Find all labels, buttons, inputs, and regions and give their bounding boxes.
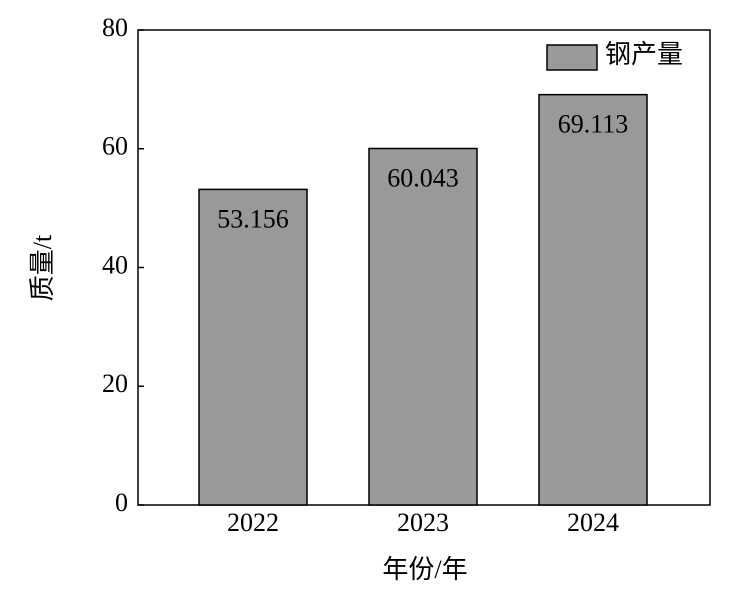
x-axis-label: 年份/年: [382, 555, 467, 584]
x-tick-label: 2024: [567, 508, 619, 537]
value-label: 53.156: [217, 204, 289, 233]
y-tick-label: 60: [102, 132, 128, 161]
value-label: 69.113: [558, 110, 629, 139]
legend-label: 钢产量: [605, 40, 683, 69]
x-tick-label: 2023: [397, 508, 449, 537]
bar: [368, 147, 478, 506]
bar: [538, 93, 648, 506]
y-tick-label: 80: [102, 13, 128, 42]
y-tick-label: 40: [102, 250, 128, 279]
y-tick-label: 0: [115, 488, 128, 517]
legend-swatch: [546, 44, 598, 71]
bar: [198, 188, 308, 506]
value-label: 60.043: [387, 163, 459, 192]
y-axis-label: 质量/t: [28, 234, 57, 301]
y-tick-label: 20: [102, 369, 128, 398]
x-tick-label: 2022: [227, 508, 279, 537]
